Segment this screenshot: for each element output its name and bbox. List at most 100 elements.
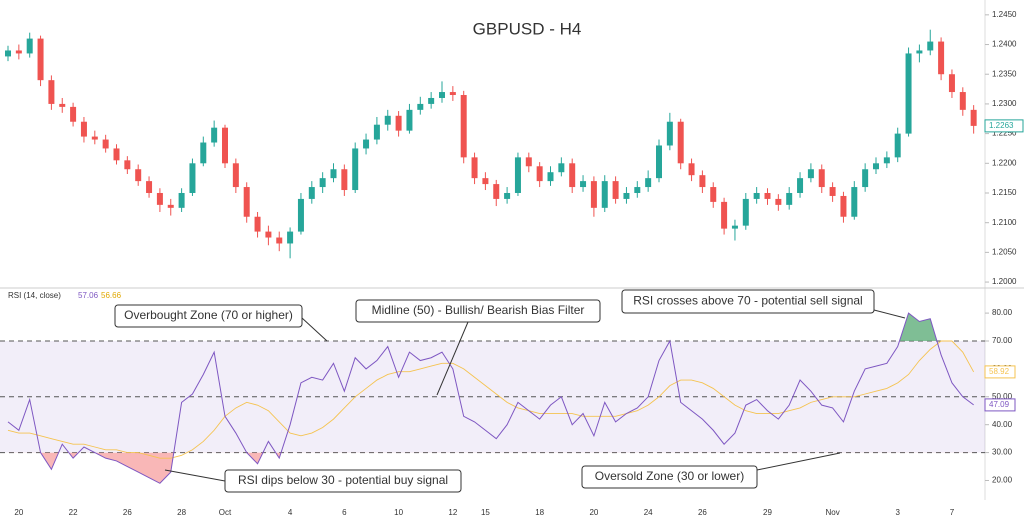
y-tick-label: 1.2100 [992,218,1017,227]
annotation-text: Midline (50) - Bullish/ Bearish Bias Fil… [372,303,585,317]
candle-body [742,198,749,226]
candle-body [113,148,120,161]
annotation-text: Overbought Zone (70 or higher) [124,308,293,322]
y-tick-label: 1.2050 [992,247,1017,256]
y-tick-label: 30.00 [992,448,1013,457]
candle-body [753,192,760,199]
candle-body [222,127,228,164]
x-tick-label: 20 [14,508,23,517]
candle-body [580,181,587,188]
candle-body [37,38,44,81]
candle-body [666,121,673,146]
rsi-ma-line [7,340,975,459]
candle-body [124,160,131,170]
candle-body [959,92,966,110]
candle-body [341,169,348,191]
candle-body [525,157,532,167]
candle-body [211,127,218,143]
annotation-box [224,469,462,493]
annotation-box [581,465,758,489]
candle-body [146,181,153,193]
candle-body [395,115,402,131]
candle-body [167,204,174,208]
annotation-text: Oversold Zone (30 or lower) [595,469,744,483]
candle-body [482,178,489,185]
candle-body [70,106,77,122]
candle-body [883,157,890,164]
y-tick-label: 1.2450 [992,10,1017,19]
candle-body [688,163,695,176]
candle-body [927,41,934,51]
candle-body [504,192,511,199]
candle-body [276,237,283,244]
x-tick-label: 7 [950,508,955,517]
candle-body [569,163,576,188]
candle-body [916,50,923,54]
candle-body [786,192,793,205]
candle-body [710,187,717,202]
y-tick-label: 40.00 [992,420,1013,429]
candle-body [721,201,728,229]
candle-body [26,38,33,54]
candle-body [297,198,304,232]
x-tick-label: Nov [825,508,839,517]
candle-body [384,115,391,125]
rsi-ma-value: 56.66 [101,291,122,300]
candle-body [547,172,554,182]
candle-body [840,195,847,217]
candle-body [243,187,250,217]
y-tick-label: 1.2200 [992,158,1017,167]
annotation-box [355,299,601,323]
candle-body [471,157,478,179]
y-tick-label: 1.2300 [992,99,1017,108]
candle-body [938,41,945,75]
candle-body [102,139,109,149]
candle-body [232,163,239,188]
candle-body [862,169,869,188]
annotation-leader [756,452,841,471]
candle-body [645,178,652,188]
candle-body [731,225,738,229]
candle-body [807,169,814,179]
candle-body [287,231,294,244]
candle-body [829,187,836,196]
y-tick-label: 80.00 [992,308,1013,317]
rsi-line [7,312,974,484]
candle-body [590,181,597,208]
candle-body [308,187,315,199]
x-tick-label: Oct [219,508,232,517]
x-tick-label: 15 [481,508,490,517]
y-tick-label: 20.00 [992,476,1013,485]
candle-body [948,74,955,93]
candle-body [59,103,66,107]
annotation-leader [301,317,328,342]
price-tag-label: 1.2263 [989,121,1014,130]
candle-body [189,163,196,193]
x-tick-label: 18 [535,508,544,517]
candle-body [514,157,521,193]
candle-body [352,148,359,191]
x-tick-label: 28 [177,508,186,517]
x-tick-label: 26 [698,508,707,517]
value-tag [984,398,1016,412]
y-tick-label: 50.00 [992,392,1013,401]
annotation-leader [436,321,469,396]
candle-body [905,53,912,134]
candle-body [818,169,825,188]
y-tick-label: 1.2350 [992,69,1017,78]
annotation-box [621,289,875,314]
y-tick-label: 1.2150 [992,188,1017,197]
candle-body [634,187,641,193]
x-tick-label: 3 [895,508,900,517]
annotation-text: RSI dips below 30 - potential buy signal [238,473,448,487]
candle-body [200,142,207,164]
candle-body [319,178,326,188]
candle-body [428,97,435,104]
candle-body [851,187,858,217]
candle-body [265,231,272,238]
candle-body [254,216,261,232]
candle-body [439,92,445,98]
candle-body [178,192,185,208]
value-tag-label: 47.09 [989,400,1010,409]
